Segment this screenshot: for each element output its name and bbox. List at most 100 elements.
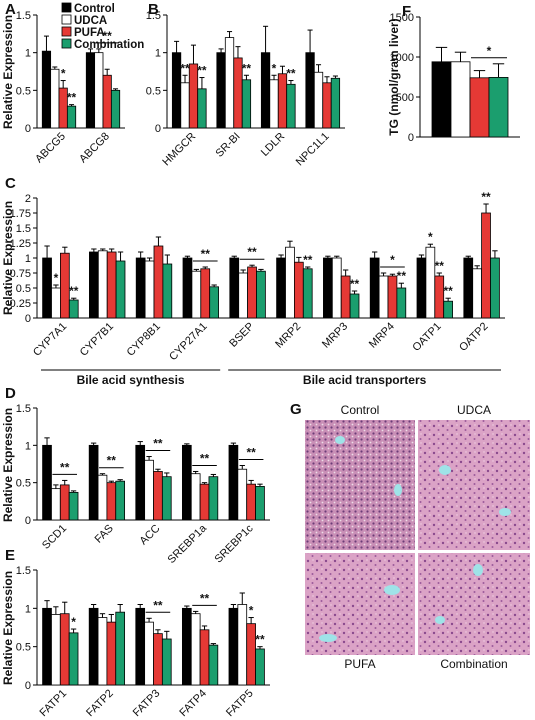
significance-label: ** (60, 460, 70, 474)
significance-label: ** (350, 277, 360, 291)
x-tick-label: BSEP (227, 320, 256, 349)
bar (305, 52, 315, 129)
bar (181, 607, 192, 686)
bar (228, 444, 239, 521)
bar (153, 633, 163, 686)
y-tick-label: 1500 (390, 12, 414, 24)
significance-label: * (249, 604, 254, 618)
significance-label: ** (255, 633, 265, 647)
bar (229, 257, 240, 319)
bar (110, 89, 121, 129)
bar (59, 484, 70, 521)
significance-label: * (428, 230, 433, 244)
bar (41, 50, 52, 129)
vessel (335, 436, 345, 444)
y-axis-label: TG (nmol/gram liver) (387, 18, 401, 135)
bar (269, 79, 279, 129)
significance-label: ** (153, 598, 163, 612)
y-tick-label: 1000 (390, 52, 414, 64)
x-tick-label: CYP8B1 (125, 320, 163, 358)
y-axis-label: Relative Expression (1, 408, 15, 522)
bar (246, 623, 256, 686)
y-tick-label: 1 (25, 603, 31, 615)
significance-label: ** (397, 269, 407, 283)
bar (490, 257, 500, 319)
bar (144, 260, 155, 319)
x-tick-label: SREBP1c (213, 522, 256, 565)
y-tick-label: 0 (408, 132, 414, 144)
vessel (319, 634, 337, 642)
x-tick-label: OATP1 (410, 320, 443, 353)
legend-swatch (61, 26, 72, 37)
bar (135, 444, 146, 521)
y-tick-label: 0 (25, 313, 31, 325)
x-tick-label: SCD1 (40, 522, 69, 551)
bar (97, 617, 108, 686)
y-tick-label: 1.5 (16, 223, 31, 235)
y-tick-label: 1 (25, 440, 31, 452)
bar (115, 611, 126, 686)
bar (208, 644, 219, 686)
bar (349, 293, 360, 319)
y-tick-label: 0.5 (16, 85, 31, 97)
bar (200, 268, 211, 319)
significance-label: * (71, 615, 76, 629)
y-tick-label: 1 (25, 253, 31, 265)
bar (153, 471, 163, 521)
bar (182, 257, 193, 319)
bar (181, 444, 192, 521)
y-tick-label: 1.5 (146, 10, 161, 22)
bar (68, 299, 79, 319)
bar (162, 263, 173, 319)
bar (488, 77, 509, 138)
bar (60, 252, 70, 319)
panel-letter: C (5, 175, 16, 192)
y-tick-label: 1.75 (10, 208, 31, 220)
legend-label: Combination (74, 39, 144, 51)
bar (416, 257, 427, 319)
bar (277, 73, 288, 129)
bar (241, 79, 252, 129)
significance-label: ** (200, 591, 210, 605)
bar (94, 52, 104, 129)
bar (42, 444, 52, 521)
bar (102, 74, 112, 129)
bar (431, 61, 452, 138)
bar (302, 268, 313, 319)
bar (285, 246, 295, 319)
significance-label: ** (200, 451, 210, 465)
y-axis-label: Relative Expression (1, 571, 15, 685)
x-tick-label: MRP4 (367, 320, 397, 350)
significance-label: ** (153, 437, 163, 451)
bar (197, 88, 207, 129)
bar (51, 287, 61, 319)
panel-letter: F (402, 3, 411, 20)
bar (190, 473, 201, 521)
significance-label: ** (180, 61, 190, 75)
significance-label: ** (242, 61, 252, 75)
y-tick-label: 0 (155, 123, 161, 135)
x-tick-label: SREBP1a (166, 522, 210, 566)
vessel (384, 585, 400, 595)
panel-letter: E (5, 547, 15, 564)
x-tick-label: ABCG5 (33, 130, 68, 165)
significance-label: ** (286, 67, 296, 81)
bar (246, 483, 256, 521)
bar (224, 37, 235, 129)
significance-label: * (390, 253, 395, 267)
significance-label: ** (435, 259, 445, 273)
bar (463, 257, 474, 319)
bar (293, 261, 304, 319)
y-tick-label: 0.5 (16, 642, 31, 654)
bar (247, 266, 257, 319)
bar (481, 212, 491, 319)
legend-swatch (61, 38, 72, 49)
group-label: Bile acid synthesis (77, 373, 185, 387)
bar (369, 257, 380, 319)
significance-label: ** (246, 445, 256, 459)
bar (434, 275, 445, 319)
bar (191, 270, 202, 319)
significance-label: ** (443, 284, 453, 298)
